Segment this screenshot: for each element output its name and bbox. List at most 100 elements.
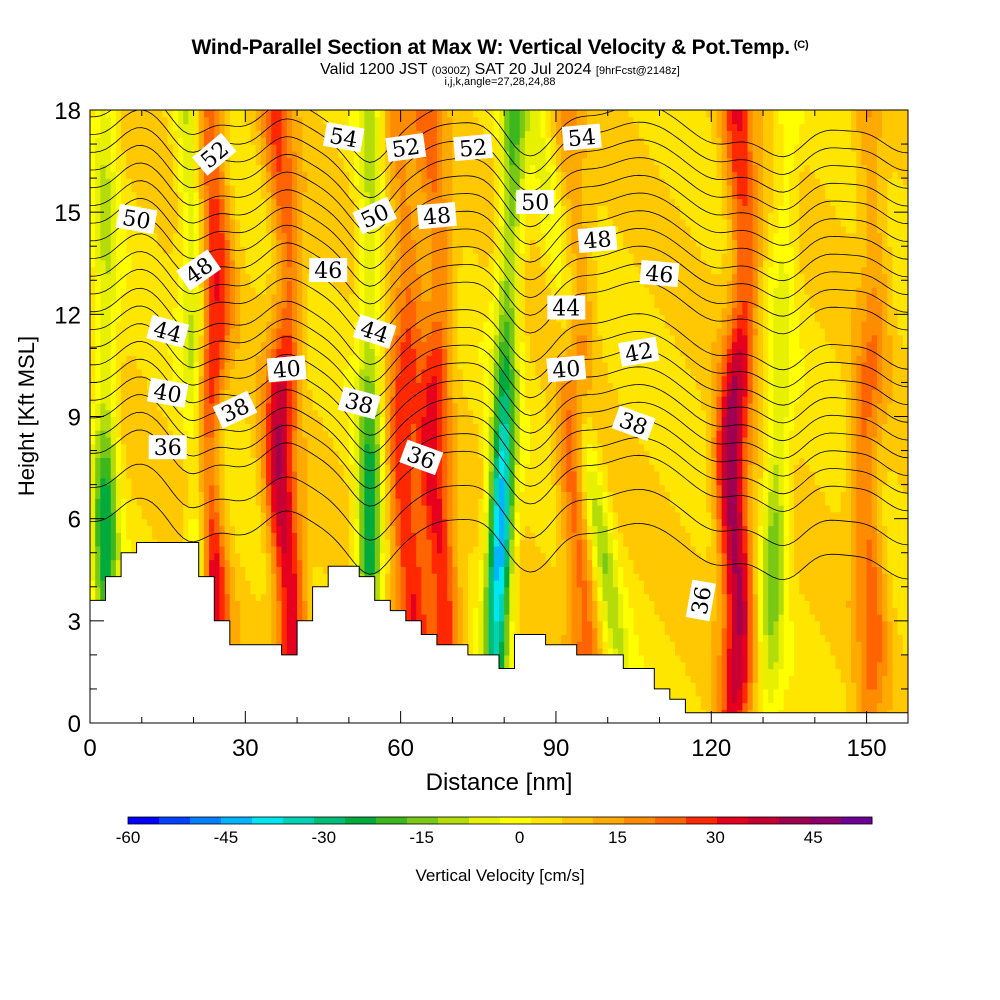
field-cell (550, 545, 557, 554)
field-cell (840, 627, 847, 636)
field-cell (234, 586, 241, 595)
field-cell (286, 607, 293, 615)
field-cell (473, 505, 479, 513)
field-cell (405, 532, 412, 540)
field-cell (105, 532, 112, 540)
field-cell (379, 586, 386, 595)
field-cell (172, 511, 179, 520)
field-cell (623, 614, 630, 622)
field-cell (478, 586, 485, 595)
field-cell (379, 566, 386, 574)
field-cell (804, 682, 811, 690)
field-cell (680, 627, 686, 636)
field-cell (763, 566, 769, 574)
field-cell (706, 675, 712, 683)
field-cell (519, 573, 526, 581)
field-cell (390, 545, 397, 554)
field-cell (452, 634, 459, 642)
field-cell (519, 627, 526, 636)
field-cell (804, 654, 811, 663)
field-cell (726, 573, 733, 581)
field-cell (555, 511, 562, 520)
field-cell (882, 525, 888, 533)
field-cell (737, 573, 743, 581)
field-cell (431, 607, 438, 615)
field-cell (467, 552, 474, 561)
field-cell (462, 505, 469, 513)
field-cell (882, 545, 888, 554)
field-cell (851, 641, 857, 649)
field-cell (721, 620, 728, 629)
field-cell (245, 573, 252, 581)
field-cell (354, 539, 360, 547)
field-cell (234, 579, 241, 588)
field-cell (742, 668, 749, 676)
field-cell (240, 620, 246, 629)
field-cell (530, 607, 536, 615)
field-cell (659, 559, 666, 567)
field-cell (483, 634, 490, 642)
field-cell (690, 518, 697, 527)
field-cell (95, 511, 101, 520)
field-cell (856, 539, 863, 547)
field-cell (845, 545, 852, 554)
field-cell (892, 634, 899, 642)
field-cell (638, 620, 645, 629)
field-cell (804, 641, 811, 649)
field-cell (685, 586, 692, 595)
field-cell (90, 579, 96, 588)
field-cell (633, 648, 640, 656)
field-cell (809, 641, 816, 649)
field-cell (121, 532, 127, 540)
field-cell (788, 511, 795, 520)
field-cell (623, 654, 630, 663)
field-cell (819, 634, 826, 642)
field-cell (442, 559, 448, 567)
field-cell (250, 532, 257, 540)
field-cell (410, 573, 417, 581)
field-cell (830, 634, 837, 642)
field-cell (726, 579, 733, 588)
field-cell (654, 586, 661, 595)
field-cell (488, 614, 495, 622)
field-cell (752, 614, 759, 622)
field-cell (260, 511, 267, 520)
field-cell (763, 545, 769, 554)
field-cell (659, 654, 666, 663)
field-cell (395, 600, 402, 608)
field-cell (902, 688, 908, 697)
field-cell (229, 539, 236, 547)
field-cell (400, 539, 407, 547)
field-cell (700, 552, 707, 561)
field-cell (250, 539, 257, 547)
field-cell (721, 641, 728, 649)
field-cell (861, 648, 868, 656)
field-cell (550, 532, 557, 540)
field-cell (876, 641, 883, 649)
field-cell (866, 682, 873, 690)
field-cell (618, 573, 624, 581)
field-cell (876, 661, 883, 670)
field-cell (307, 511, 314, 520)
field-cell (695, 539, 702, 547)
field-cell (524, 552, 531, 561)
field-cell (219, 525, 226, 533)
field-cell (737, 607, 743, 615)
field-cell (400, 552, 407, 561)
field-cell (664, 641, 671, 649)
field-cell (209, 505, 215, 513)
field-cell (467, 600, 474, 608)
field-cell (711, 573, 718, 581)
field-cell (307, 573, 314, 581)
field-cell (566, 539, 573, 547)
field-cell (711, 641, 718, 649)
field-cell (95, 545, 101, 554)
field-cell (840, 525, 847, 533)
field-cell (721, 682, 728, 690)
field-cell (695, 641, 702, 649)
field-cell (633, 545, 640, 554)
field-cell (897, 702, 904, 710)
field-cell (100, 545, 107, 554)
field-cell (882, 675, 888, 683)
field-cell (690, 539, 697, 547)
